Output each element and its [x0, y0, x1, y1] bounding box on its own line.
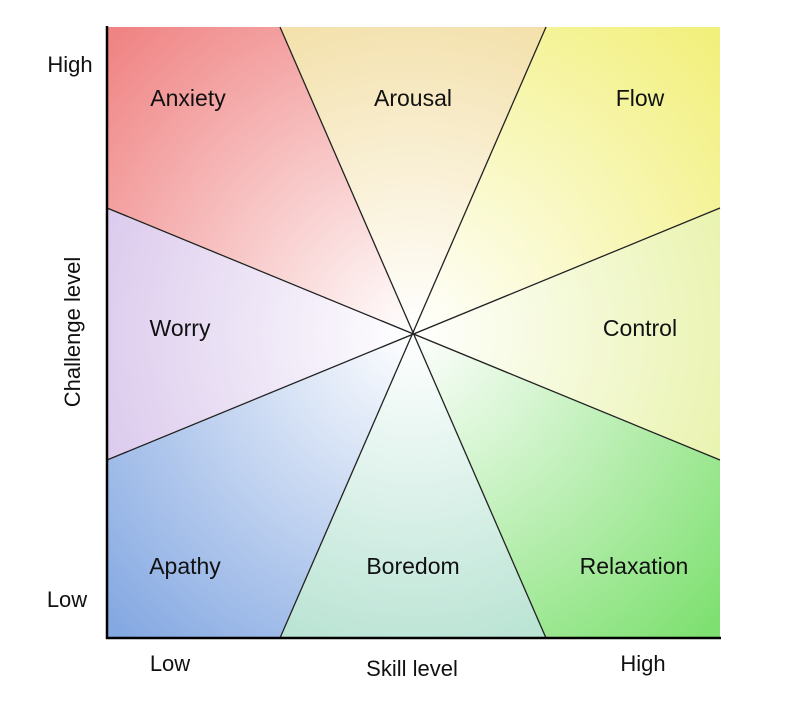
x-low-label: Low: [150, 651, 190, 676]
region-sector: [413, 208, 720, 460]
region-sector: [413, 27, 720, 333]
y-axis-title: Challenge level: [60, 257, 85, 407]
region-labels: Anxiety Arousal Flow Control Relaxation Bored…: [149, 85, 688, 579]
divider: [279, 26, 547, 639]
region-label: Arousal: [374, 85, 452, 111]
divider: [106, 207, 721, 461]
region-label: Apathy: [149, 553, 221, 579]
region-sector: [280, 333, 546, 638]
region-sector: [107, 208, 413, 460]
region-label: Control: [603, 315, 677, 341]
y-low-label: Low: [47, 587, 87, 612]
region-sector: [107, 333, 413, 638]
region-label: Boredom: [366, 553, 459, 579]
divider-lines: [106, 26, 721, 639]
region-sector: [280, 27, 546, 333]
region-label: Flow: [616, 85, 665, 111]
region-sector: [107, 27, 413, 333]
region-label: Worry: [150, 315, 211, 341]
x-axis-title: Skill level: [366, 656, 458, 681]
x-high-label: High: [620, 651, 665, 676]
region-sector: [413, 333, 720, 638]
region-label: Relaxation: [580, 553, 689, 579]
region-label: Anxiety: [150, 85, 226, 111]
sectors: [107, 27, 720, 638]
y-high-label: High: [47, 52, 92, 77]
